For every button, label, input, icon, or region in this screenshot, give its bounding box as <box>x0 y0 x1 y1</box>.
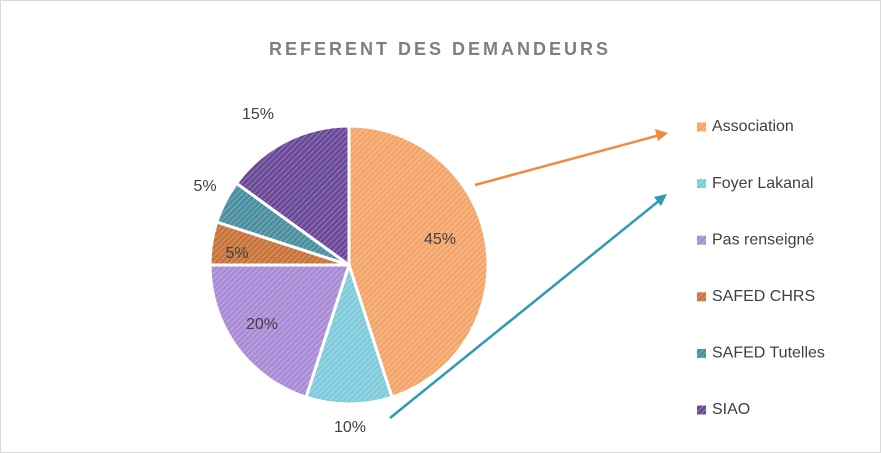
data-label: 45% <box>424 231 456 248</box>
callout-arrow <box>389 199 661 419</box>
arrow-head <box>655 129 668 141</box>
pie-slice <box>234 124 351 268</box>
legend-label: Association <box>712 118 794 135</box>
legend-label: Foyer Lakanal <box>712 175 813 192</box>
data-label: 5% <box>193 178 216 195</box>
pie-slice <box>208 263 352 400</box>
data-label: 20% <box>246 316 278 333</box>
data-label: 10% <box>334 419 366 436</box>
legend-swatch <box>697 122 706 132</box>
legend-swatch <box>697 348 706 358</box>
legend-label: SAFED CHRS <box>712 288 815 305</box>
callout-arrow <box>474 133 661 187</box>
legend-swatch <box>697 292 706 302</box>
pie-slice <box>304 260 394 406</box>
pie-slice <box>347 124 490 400</box>
arrow-head <box>654 194 667 206</box>
legend-label: SIAO <box>712 401 750 418</box>
data-label: 15% <box>242 106 274 123</box>
legend-label: Pas renseigné <box>712 231 814 248</box>
legend-swatch <box>697 405 706 415</box>
legend-swatch <box>697 235 706 245</box>
legend-label: SAFED Tutelles <box>712 345 825 362</box>
data-label: 5% <box>225 245 248 262</box>
legend-swatch <box>697 179 706 189</box>
chart-title: REFERENT DES DEMANDEURS <box>269 39 611 59</box>
